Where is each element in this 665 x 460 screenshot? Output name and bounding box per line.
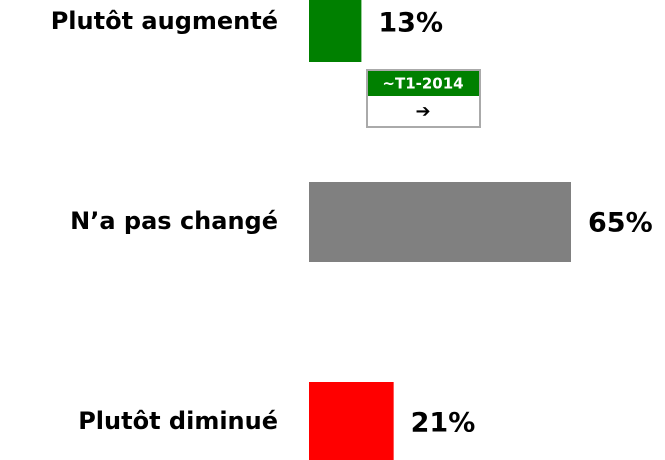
annotation-label: ~T1-2014 <box>382 75 463 93</box>
bar <box>309 182 571 262</box>
bar <box>309 382 394 460</box>
category-label: N’a pas changé <box>70 207 278 235</box>
value-label: 21% <box>411 408 476 439</box>
category-label: Plutôt augmenté <box>51 7 278 35</box>
annotation-header <box>368 71 479 96</box>
value-label: 65% <box>588 208 653 239</box>
value-label: 13% <box>378 8 443 39</box>
annotation: ~T1-2014 ➔ <box>366 69 481 128</box>
bar <box>309 0 362 62</box>
category-label: Plutôt diminué <box>78 407 278 435</box>
annotation-arrow: ➔ <box>415 101 430 122</box>
